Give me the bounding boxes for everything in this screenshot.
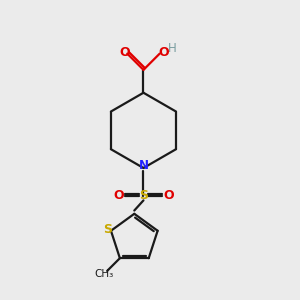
Text: O: O xyxy=(119,46,130,59)
Text: CH₃: CH₃ xyxy=(94,268,113,278)
Text: O: O xyxy=(158,46,169,59)
Text: O: O xyxy=(113,189,124,202)
Text: S: S xyxy=(139,189,148,202)
Text: S: S xyxy=(103,223,112,236)
Text: N: N xyxy=(139,159,148,172)
Text: O: O xyxy=(163,189,174,202)
Text: H: H xyxy=(168,42,176,55)
